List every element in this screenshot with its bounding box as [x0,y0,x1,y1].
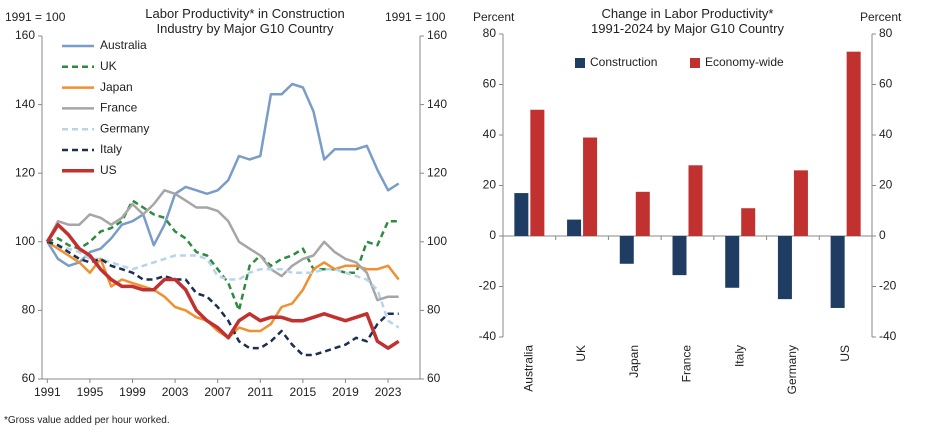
y2-tick-label: -40 [879,329,897,343]
legend-label: Germany [100,121,149,135]
legend-swatch [690,58,700,68]
y2-tick-label: 0 [879,228,886,242]
legend-label: Economy-wide [705,55,784,69]
bar [567,219,582,236]
legend-label: Italy [100,142,122,156]
y-axis-label: Percent [473,10,515,24]
y-tick-label: 20 [483,178,497,192]
y2-tick-label: 160 [427,28,447,42]
y-tick-label: 80 [22,303,36,317]
bar [530,109,545,236]
x-tick-label: 2007 [204,385,231,399]
x-tick-label: Australia [522,345,536,392]
y2-tick-label: 40 [879,127,893,141]
line-series [46,240,400,329]
legend-label: Construction [590,55,657,69]
bar [846,51,861,236]
line-series [46,240,400,340]
legend-label: Australia [100,38,147,52]
y-tick-label: 140 [15,97,35,111]
footnote: *Gross value added per hour worked. [4,415,170,426]
x-tick-label: Japan [627,345,641,378]
y-tick-label: -20 [479,279,497,293]
bar [741,208,756,236]
bar [635,191,650,236]
y2-tick-label: 140 [427,97,447,111]
y-tick-label: 60 [22,371,36,385]
x-tick-label: 1995 [77,385,104,399]
y-tick-label: -40 [479,329,497,343]
y-tick-label: 160 [15,28,35,42]
x-tick-label: 2023 [375,385,402,399]
x-tick-label: Italy [732,345,746,367]
y2-axis-label: Percent [860,10,902,24]
bar [777,236,792,300]
y-tick-label: 100 [15,234,35,248]
y2-tick-label: 60 [427,371,441,385]
bar [793,170,808,236]
x-tick-label: Germany [785,345,799,394]
x-tick-label: 2003 [162,385,189,399]
chart-title: Labor Productivity* in Construction Indu… [145,6,345,36]
bar [672,236,687,276]
y2-tick-label: 60 [879,77,893,91]
y2-tick-label: -20 [879,279,897,293]
x-tick-label: UK [574,345,588,362]
legend-label: US [100,163,117,177]
y2-tick-label: 80 [427,303,441,317]
legend-swatch [575,58,585,68]
x-tick-label: 2011 [247,385,273,399]
y2-tick-label: 80 [879,26,893,40]
legend-label: Japan [100,80,133,94]
y-tick-label: 60 [483,77,497,91]
bar [583,137,598,236]
y2-tick-label: 20 [879,178,893,192]
x-tick-label: France [680,345,694,383]
x-tick-label: 2019 [332,385,359,399]
x-tick-label: 1999 [119,385,146,399]
y-axis-label: 1991 = 100 [5,10,66,24]
legend-label: UK [100,59,117,73]
bar [619,236,634,264]
y2-tick-label: 100 [427,234,447,248]
y-tick-label: 80 [483,26,497,40]
y-tick-label: 120 [15,165,35,179]
bar [725,236,740,288]
bar [830,236,845,308]
y2-tick-label: 120 [427,165,447,179]
bar [514,193,529,236]
x-tick-label: 1991 [34,385,61,399]
line-series [46,189,399,302]
legend-label: France [100,101,138,115]
y-tick-label: 40 [483,127,497,141]
line-series [45,222,400,350]
chart-title: Change in Labor Productivity* 1991-2024 … [591,6,784,36]
x-tick-label: 2015 [290,385,317,399]
line-series [46,82,400,268]
y2-axis-label: 1991 = 100 [385,10,446,24]
bar [688,165,703,236]
line-series [46,240,399,357]
y-tick-label: 0 [489,228,496,242]
x-tick-label: US [838,345,852,362]
